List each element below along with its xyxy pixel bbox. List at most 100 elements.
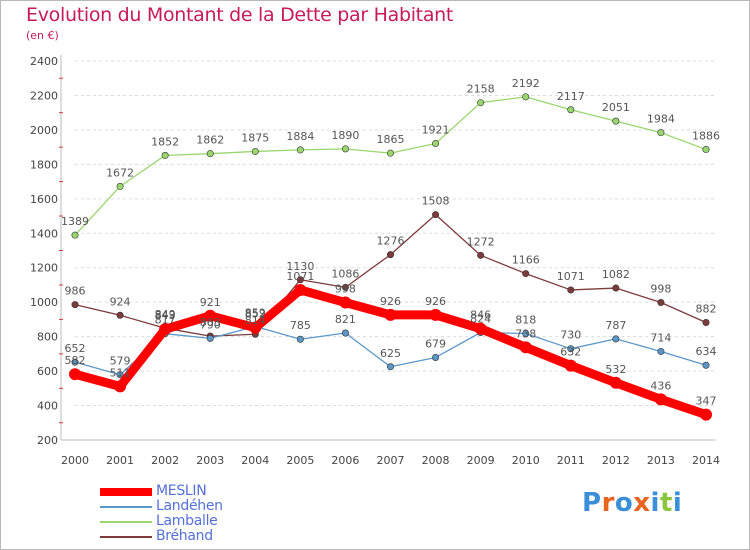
data-point	[206, 150, 214, 158]
data-label: 582	[65, 354, 86, 367]
data-label: 926	[425, 295, 446, 308]
data-point	[341, 283, 349, 291]
y-tick-label: 600	[37, 365, 58, 378]
data-label: 998	[335, 283, 356, 296]
data-point	[700, 408, 712, 421]
data-label: 1272	[467, 235, 495, 248]
data-point	[657, 347, 665, 355]
data-point	[432, 211, 440, 219]
logo-letter: o	[614, 488, 634, 518]
data-point	[251, 147, 259, 155]
data-point	[519, 341, 532, 354]
data-label: 1921	[422, 124, 450, 137]
data-point	[116, 182, 124, 190]
data-label: 814	[245, 314, 266, 327]
data-point	[116, 311, 124, 319]
legend-item-brehand: Bréhand	[100, 528, 320, 544]
logo-letter: i	[650, 488, 660, 518]
data-point	[522, 270, 530, 278]
logo-letter: r	[601, 488, 615, 518]
y-tick-label: 1800	[30, 158, 58, 171]
data-point	[339, 296, 352, 309]
data-label: 1389	[61, 215, 89, 228]
data-label: 859	[245, 306, 266, 319]
data-label: 1890	[331, 129, 359, 142]
data-point	[657, 299, 665, 307]
data-point	[609, 376, 622, 389]
data-label: 1984	[647, 113, 675, 126]
data-label: 821	[335, 313, 356, 326]
data-label: 2117	[557, 90, 585, 103]
data-point	[432, 140, 440, 148]
y-tick-label: 1000	[30, 296, 58, 309]
logo-letter: P	[582, 488, 602, 518]
data-label: 1852	[151, 135, 179, 148]
data-label: 849	[155, 308, 176, 321]
data-label: 998	[650, 283, 671, 296]
data-point	[432, 353, 440, 361]
data-label: 1862	[196, 134, 224, 147]
data-label: 803	[200, 316, 221, 329]
proxiti-logo: Proxiti	[582, 488, 682, 518]
data-label: 1071	[286, 270, 314, 283]
data-label: 579	[110, 355, 131, 368]
legend-swatch-lamballe	[100, 521, 152, 523]
data-label: 926	[380, 295, 401, 308]
data-point	[71, 231, 79, 239]
y-tick-label: 200	[37, 434, 58, 447]
data-label: 852	[245, 308, 266, 321]
chart-title: Evolution du Montant de la Dette par Hab…	[26, 4, 454, 26]
y-tick-label: 800	[37, 331, 58, 344]
x-tick-label: 2012	[602, 454, 630, 467]
data-point	[612, 284, 620, 292]
x-tick-label: 2014	[692, 454, 720, 467]
data-point	[477, 99, 485, 107]
data-label: 846	[470, 309, 491, 322]
y-tick-label: 1600	[30, 193, 58, 206]
data-point	[71, 301, 79, 309]
data-point	[69, 368, 81, 381]
chart-subtitle: (en €)	[26, 29, 59, 42]
x-tick-label: 2009	[467, 454, 495, 467]
data-point	[386, 149, 394, 157]
data-point	[429, 308, 442, 321]
data-label: 347	[696, 395, 717, 408]
data-label: 436	[650, 379, 671, 392]
data-label: 921	[200, 296, 221, 309]
legend-label-lamballe: Lamballe	[156, 513, 218, 529]
legend-swatch-meslin	[100, 488, 152, 496]
legend-label-brehand: Bréhand	[156, 528, 213, 544]
data-point	[567, 106, 575, 114]
data-label: 1875	[241, 131, 269, 144]
legend-swatch-brehand	[100, 536, 152, 538]
data-point	[477, 251, 485, 259]
logo-letter: t	[659, 488, 673, 518]
data-label: 532	[605, 363, 626, 376]
legend: MESLIN Landéhen Lamballe Bréhand	[100, 483, 320, 544]
data-point	[702, 361, 710, 369]
data-point	[474, 322, 487, 335]
data-label: 785	[290, 319, 311, 332]
data-label: 882	[696, 303, 717, 316]
y-tick-label: 2000	[30, 124, 58, 137]
y-tick-label: 2200	[30, 89, 58, 102]
x-tick-label: 2013	[647, 454, 675, 467]
data-point	[567, 345, 575, 353]
data-label: 1276	[377, 235, 405, 248]
data-point	[522, 330, 530, 338]
x-tick-label: 2010	[512, 454, 540, 467]
x-tick-label: 2003	[196, 454, 224, 467]
data-label: 924	[110, 295, 131, 308]
x-tick-label: 2002	[151, 454, 179, 467]
y-tick-label: 400	[37, 400, 58, 413]
data-point	[702, 319, 710, 327]
data-label: 1082	[602, 268, 630, 281]
data-label: 634	[696, 345, 717, 358]
y-tick-label: 1200	[30, 262, 58, 275]
data-point	[702, 146, 710, 154]
data-label: 824	[470, 313, 491, 326]
data-point	[341, 329, 349, 337]
x-tick-label: 2006	[331, 454, 359, 467]
data-point	[386, 251, 394, 259]
legend-item-lamballe: Lamballe	[100, 513, 320, 529]
